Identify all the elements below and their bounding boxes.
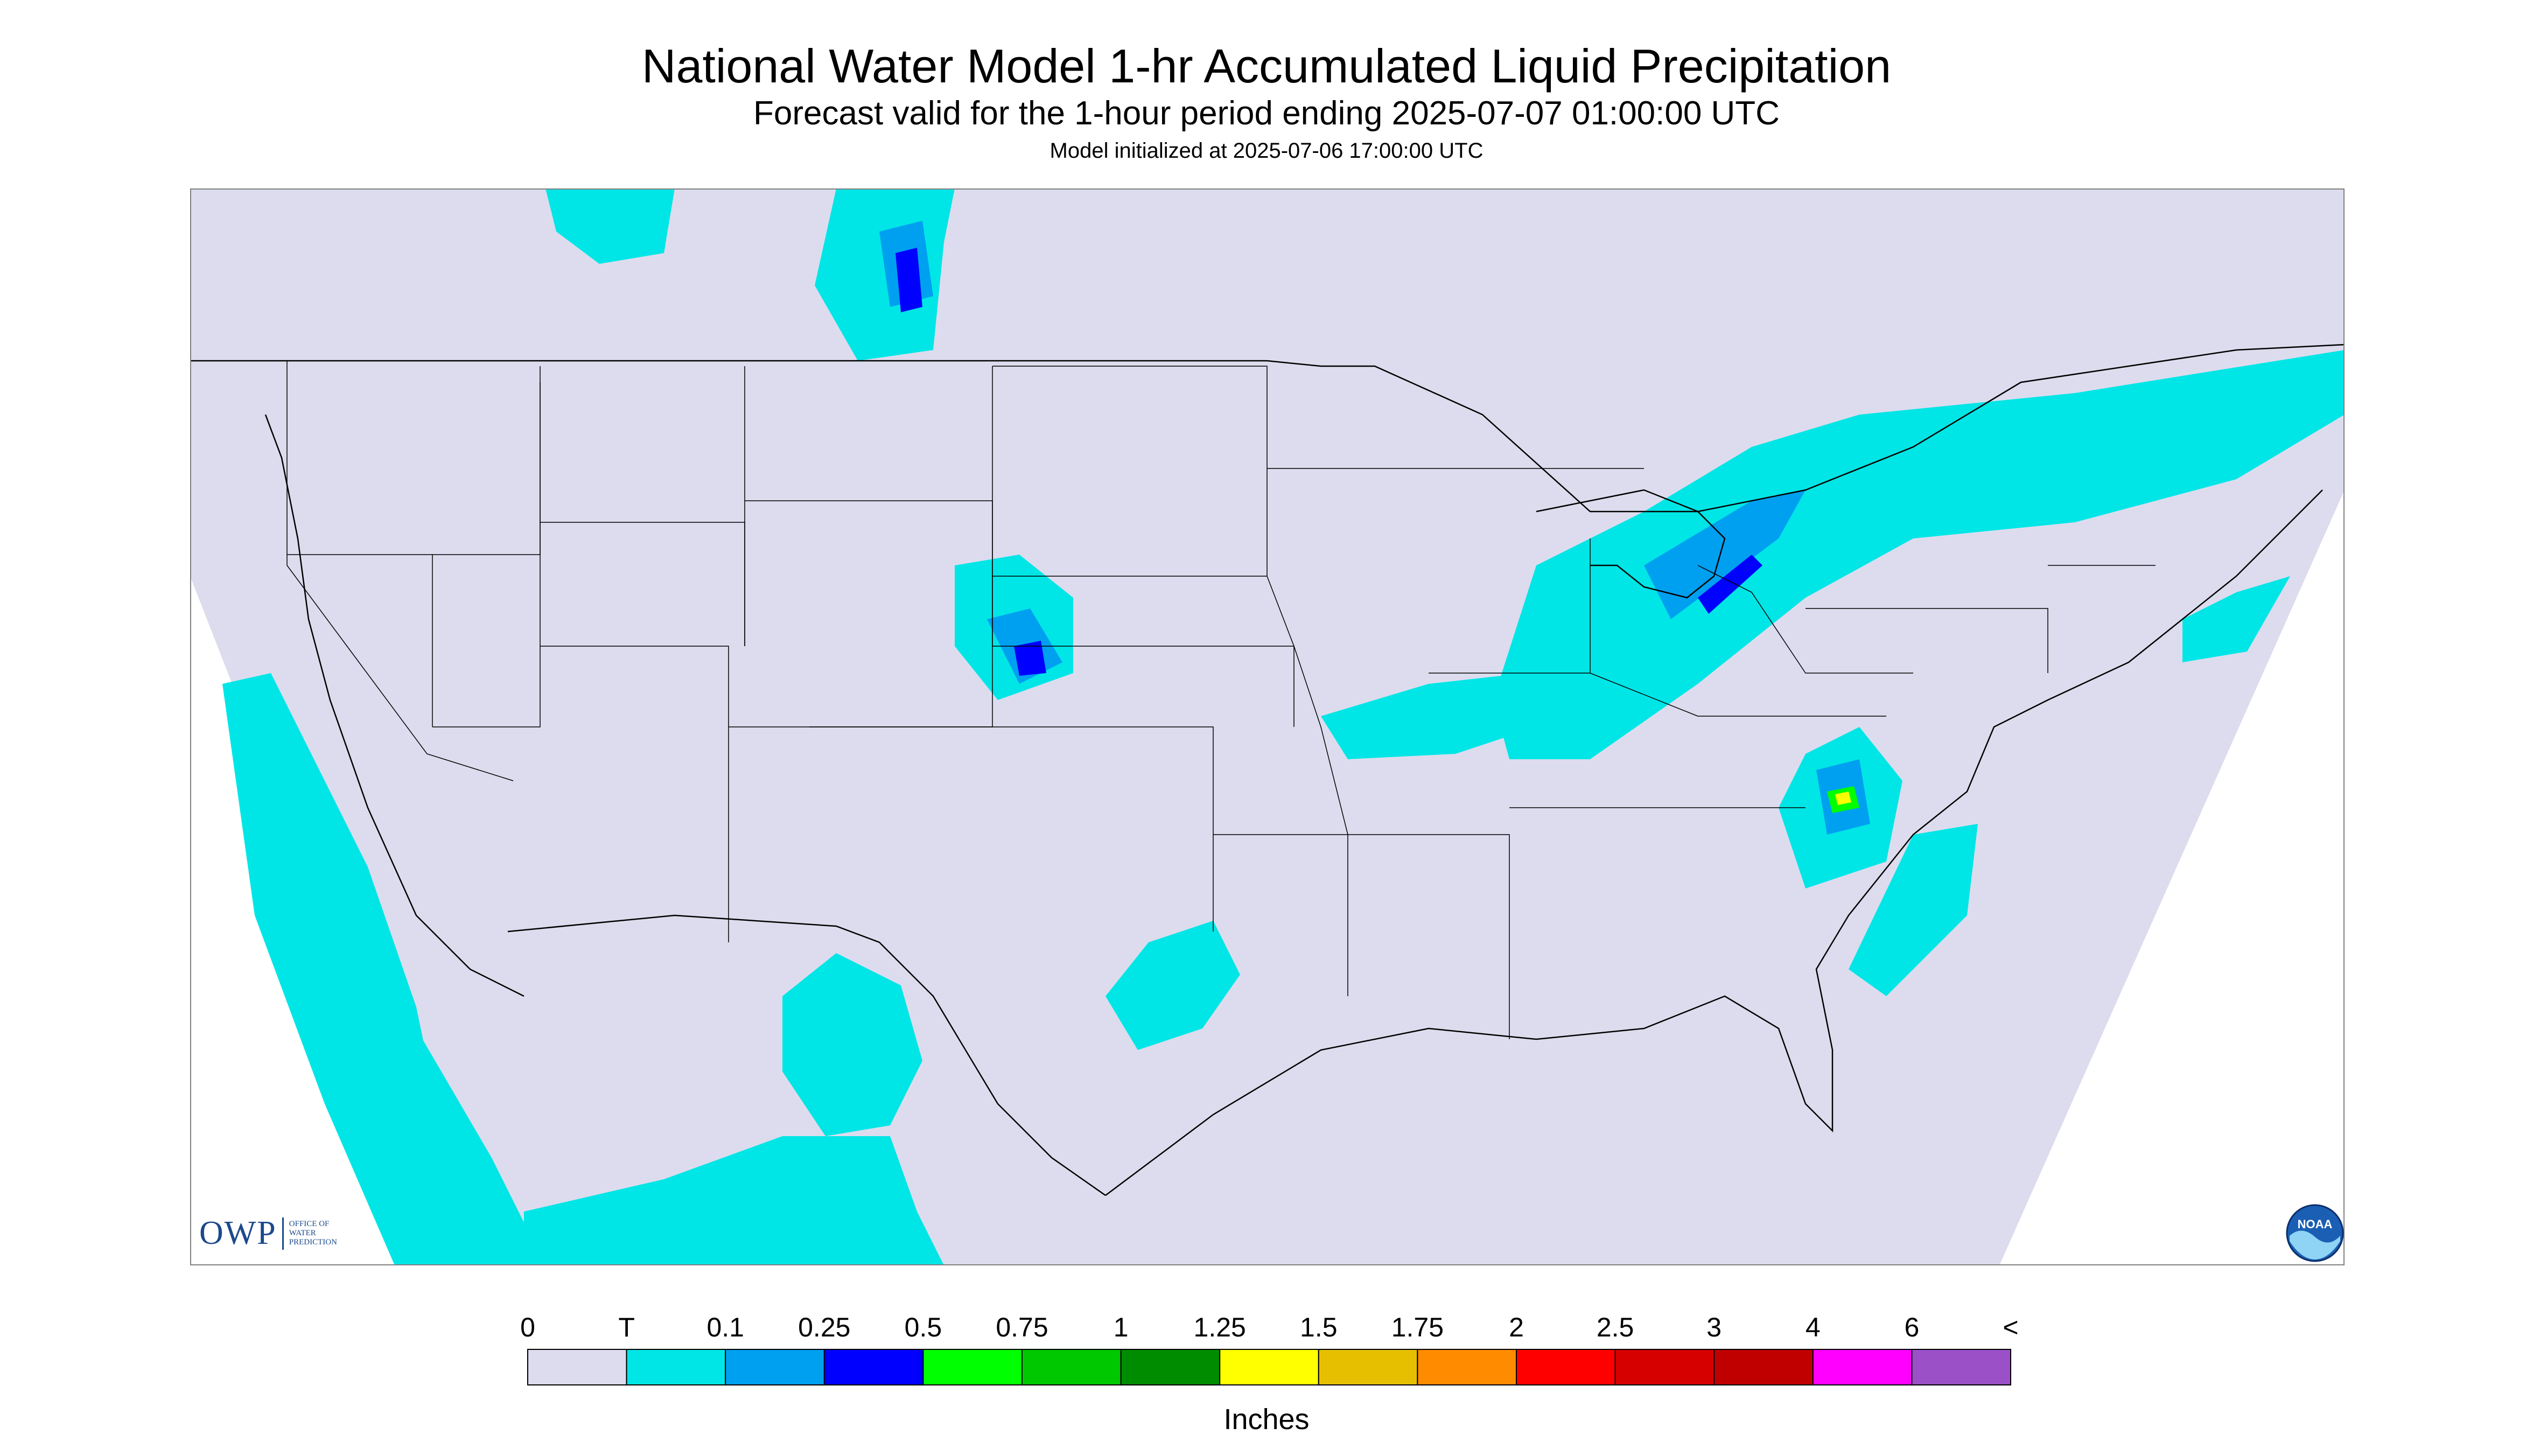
- owp-logo: OWP OFFICE OF WATER PREDICTION: [199, 1214, 337, 1252]
- legend-tick-label: 3: [1706, 1312, 1722, 1342]
- legend-color-box: [823, 1349, 924, 1385]
- outside-domain-right: [1999, 490, 2345, 1265]
- svg-text:NOAA: NOAA: [2298, 1217, 2333, 1231]
- legend-color-box: [1713, 1349, 1814, 1385]
- map-subtitle: Forecast valid for the 1-hour period end…: [753, 95, 1780, 132]
- legend-tick-label: T: [618, 1312, 635, 1342]
- state-borders: [286, 361, 2156, 1039]
- legend-color-box: [1219, 1349, 1319, 1385]
- owp-logo-subtext: OFFICE OF WATER PREDICTION: [289, 1220, 337, 1247]
- legend-tick-label: 2.5: [1597, 1312, 1634, 1342]
- model-init-line: Model initialized at 2025-07-06 17:00:00…: [1049, 139, 1484, 163]
- legend-tick-label: 0.25: [798, 1312, 850, 1342]
- legend-tick-label: 1.25: [1194, 1312, 1246, 1342]
- legend-color-box: [1318, 1349, 1418, 1385]
- legend-color-box: [1021, 1349, 1122, 1385]
- legend-color-box: [922, 1349, 1023, 1385]
- legend-color-box: [1516, 1349, 1616, 1385]
- precip-1-25: [1835, 792, 1851, 805]
- legend-color-box: [1812, 1349, 1913, 1385]
- precip-0-25: [895, 248, 1762, 676]
- map-title: National Water Model 1-hr Accumulated Li…: [641, 39, 1892, 93]
- legend-tick-label: 4: [1806, 1312, 1821, 1342]
- map-frame: [190, 188, 2345, 1265]
- legend-tick-label: 0.75: [996, 1312, 1048, 1342]
- legend-tick-label: 6: [1904, 1312, 1919, 1342]
- noaa-logo: NOAA: [2286, 1204, 2344, 1262]
- legend-tick-label: 0.5: [905, 1312, 942, 1342]
- legend-tick-label: 1.5: [1300, 1312, 1338, 1342]
- legend-color-box: [1614, 1349, 1715, 1385]
- legend-tick-label: 2: [1509, 1312, 1524, 1342]
- legend-color-box: [1911, 1349, 2011, 1385]
- legend-color-box: [1417, 1349, 1517, 1385]
- legend-color-boxes: [527, 1349, 2011, 1385]
- legend-color-box: [527, 1349, 627, 1385]
- owp-logo-divider: [282, 1217, 284, 1250]
- legend-tick-label: 1: [1114, 1312, 1129, 1342]
- legend-tick-label: 1.75: [1391, 1312, 1444, 1342]
- legend-color-box: [626, 1349, 726, 1385]
- legend-tick-label: 0.1: [706, 1312, 744, 1342]
- owp-logo-text: OWP: [199, 1215, 277, 1251]
- legend-tick-labels: 0 T 0.1 0.25 0.5 0.75 1 1.25 1.5 1.75 2 2.5 3 4 6 <: [520, 1312, 2019, 1342]
- legend-color-box: [725, 1349, 825, 1385]
- legend-units: Inches: [1223, 1403, 1310, 1436]
- precipitation-map: [190, 188, 2345, 1265]
- legend-tick-label: <: [2003, 1312, 2018, 1342]
- legend-color-box: [1120, 1349, 1221, 1385]
- legend-tick-label: 0: [520, 1312, 535, 1342]
